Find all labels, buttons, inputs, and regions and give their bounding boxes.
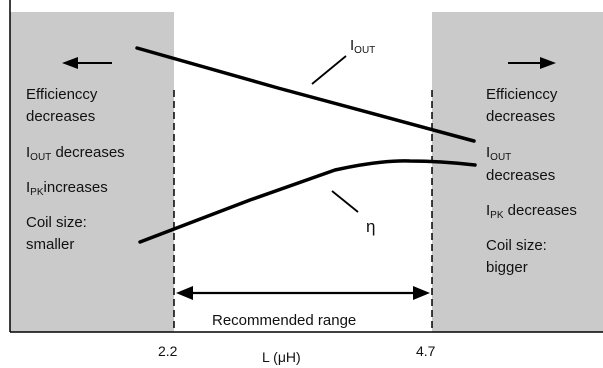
x-axis-label: L (μH)	[262, 349, 301, 365]
left-panel-text: Efficienccy decreases IOUT decreases IPK…	[26, 86, 125, 253]
iout-curve	[135, 46, 476, 143]
right-coil-line1: Coil size:	[486, 237, 547, 254]
right-ipk-label: IPK decreases	[486, 202, 577, 221]
efficiency-curve	[138, 159, 477, 244]
left-shaded-panel	[10, 12, 174, 332]
right-panel-text: Efficienccy decreases IOUT decreases IPK…	[486, 86, 577, 276]
efficiency-curve-label: η	[366, 217, 375, 236]
right-iout-text: decreases	[486, 167, 555, 184]
right-shaded-panel	[432, 12, 603, 332]
left-coil-line2: smaller	[26, 236, 74, 253]
recommended-range-label: Recommended range	[212, 312, 356, 329]
iout-curve-label: IOUT	[350, 37, 375, 56]
right-efficiency-line1: Efficienccy	[486, 86, 558, 103]
right-iout-label: IOUT	[486, 144, 511, 163]
left-efficiency-line2: decreases	[26, 108, 95, 125]
left-iout-label: IOUT decreases	[26, 144, 125, 163]
left-arrow-icon	[62, 57, 112, 69]
right-coil-line2: bigger	[486, 259, 528, 276]
x-tick-high: 4.7	[416, 343, 436, 359]
iout-leader-line	[311, 55, 347, 85]
left-ipk-label: IPKincreases	[26, 179, 108, 198]
efficiency-leader-line	[331, 190, 359, 213]
right-arrow-icon	[508, 57, 556, 69]
right-efficiency-line2: decreases	[486, 108, 555, 125]
recommended-range-arrow	[176, 286, 430, 300]
x-tick-low: 2.2	[158, 343, 178, 359]
left-coil-line1: Coil size:	[26, 214, 87, 231]
left-efficiency-line1: Efficienccy	[26, 86, 98, 103]
